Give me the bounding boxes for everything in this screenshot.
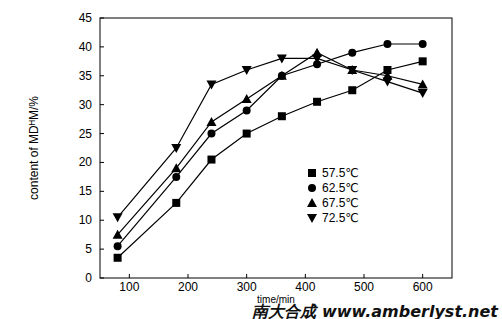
x-tick bbox=[188, 274, 189, 278]
y-tick bbox=[100, 249, 104, 250]
data-point bbox=[278, 72, 286, 80]
series-line bbox=[118, 53, 423, 235]
legend: 57.5℃62.5℃67.5℃72.5℃ bbox=[307, 166, 359, 225]
chart: 0 5 10 15 20 25 30 35 40 45 100 200 300 400 500 600 cont… bbox=[0, 0, 502, 319]
data-point bbox=[419, 57, 427, 65]
legend-marker bbox=[307, 198, 317, 207]
y-tick-label: 35 bbox=[79, 69, 93, 83]
y-tick-label: 10 bbox=[79, 213, 93, 227]
y-tick-label: 5 bbox=[85, 242, 92, 256]
data-point bbox=[418, 89, 428, 98]
y-tick-label: 25 bbox=[79, 127, 93, 141]
y-tick-label: 30 bbox=[79, 98, 93, 112]
data-point bbox=[242, 66, 252, 75]
x-tick-label: 100 bbox=[119, 280, 139, 294]
series-line bbox=[118, 61, 423, 257]
data-point bbox=[383, 40, 391, 48]
data-point bbox=[207, 130, 215, 138]
y-tick bbox=[100, 46, 104, 47]
x-tick bbox=[129, 274, 130, 278]
series-line bbox=[118, 58, 423, 217]
legend-marker bbox=[308, 169, 316, 177]
y-tick bbox=[100, 278, 104, 279]
data-point bbox=[114, 254, 122, 262]
legend-marker bbox=[307, 214, 317, 223]
legend-label: 72.5℃ bbox=[322, 211, 359, 225]
plot-frame bbox=[100, 18, 452, 278]
data-point bbox=[242, 94, 252, 103]
y-axis-label: content of MDᴴM/% bbox=[27, 96, 41, 200]
y-tick bbox=[100, 191, 104, 192]
series-line bbox=[118, 44, 423, 246]
x-tick bbox=[246, 274, 247, 278]
x-tick-label: 500 bbox=[354, 280, 374, 294]
y-tick-label: 20 bbox=[79, 155, 93, 169]
y-tick bbox=[100, 220, 104, 221]
x-tick-label: 600 bbox=[413, 280, 433, 294]
x-tick-label: 300 bbox=[237, 280, 257, 294]
y-tick bbox=[100, 133, 104, 134]
y-tick-label: 40 bbox=[79, 40, 93, 54]
data-point bbox=[278, 112, 286, 120]
data-point bbox=[206, 117, 216, 126]
data-point bbox=[114, 242, 122, 250]
data-point bbox=[347, 65, 357, 74]
data-point bbox=[313, 98, 321, 106]
x-tick bbox=[305, 274, 306, 278]
data-point bbox=[113, 213, 123, 222]
data-point bbox=[207, 156, 215, 164]
y-tick-label: 45 bbox=[79, 11, 93, 25]
y-tick bbox=[100, 104, 104, 105]
legend-marker bbox=[308, 184, 316, 192]
data-point bbox=[277, 71, 287, 80]
data-point bbox=[348, 86, 356, 94]
legend-label: 62.5℃ bbox=[322, 181, 359, 195]
data-point bbox=[312, 54, 322, 63]
y-tick bbox=[100, 162, 104, 163]
x-tick-label: 400 bbox=[295, 280, 315, 294]
data-point bbox=[348, 49, 356, 57]
legend-label: 57.5℃ bbox=[322, 166, 359, 180]
data-point bbox=[172, 199, 180, 207]
data-point bbox=[113, 230, 123, 239]
data-point bbox=[171, 144, 181, 153]
y-tick bbox=[100, 75, 104, 76]
data-point bbox=[419, 40, 427, 48]
y-tick bbox=[100, 18, 104, 19]
data-point bbox=[418, 79, 428, 88]
watermark: 南大合成 www.amberlyst.net bbox=[252, 302, 499, 319]
data-point bbox=[243, 130, 251, 138]
x-tick bbox=[422, 274, 423, 278]
y-tick-label: 0 bbox=[85, 271, 92, 285]
data-point bbox=[347, 66, 357, 75]
x-tick-label: 200 bbox=[178, 280, 198, 294]
y-tick-label: 15 bbox=[79, 184, 93, 198]
plot-area bbox=[113, 40, 428, 262]
data-point bbox=[243, 106, 251, 114]
data-point bbox=[206, 80, 216, 89]
legend-label: 67.5℃ bbox=[322, 196, 359, 210]
data-point bbox=[382, 78, 392, 87]
data-point bbox=[277, 54, 287, 63]
data-point bbox=[172, 173, 180, 181]
data-point bbox=[171, 163, 181, 172]
x-tick bbox=[364, 274, 365, 278]
